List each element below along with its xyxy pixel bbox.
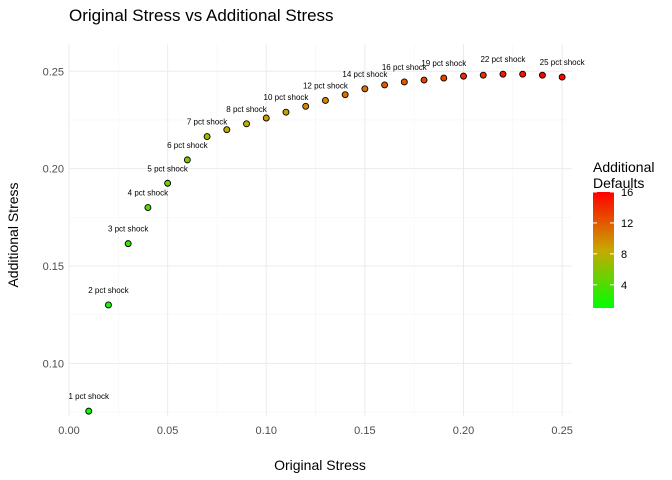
point-label: 5 pct shock [147,164,188,173]
data-point [361,85,369,93]
point-label: 19 pct shock [421,59,467,68]
x-tick-label: 0.15 [354,425,375,437]
legend-title-line-2: Defaults [593,175,644,191]
data-point [479,71,487,79]
x-tick-label: 0.10 [256,425,277,437]
x-tick-label: 0.00 [58,425,79,437]
y-tick-label: 0.20 [43,164,64,176]
data-point [381,81,389,89]
data-point [302,102,310,110]
data-point [420,76,428,84]
point-label: 25 pct shock [540,58,586,67]
x-axis-title: Original Stress [274,457,366,473]
data-point [105,301,112,309]
data-point [538,71,546,79]
y-tick-label: 0.25 [43,66,64,78]
y-axis-ticks: 0.10 0.15 0.20 0.25 [43,66,64,370]
y-tick-label: 0.10 [43,358,64,370]
data-point [85,407,93,415]
minor-gridlines [69,44,572,416]
x-tick-label: 0.25 [551,425,572,437]
point-label: 7 pct shock [187,118,228,127]
legend-title-line-1: Additional [593,159,655,175]
data-point [183,156,191,164]
x-tick-label: 0.05 [157,425,178,437]
point-label: 4 pct shock [128,189,169,198]
point-label: 3 pct shock [108,225,149,234]
data-point [243,120,250,128]
data-point [144,204,152,212]
point-label: 16 pct shock [382,63,428,72]
point-label: 12 pct shock [303,81,349,90]
data-point [341,91,349,99]
legend-tick-label: 4 [621,280,627,292]
legend-tick-label: 16 [621,187,633,199]
point-labels: 1 pct shock 2 pct shock 3 pct shock 4 pct s… [68,55,585,401]
data-point [203,133,211,140]
x-tick-label: 0.20 [453,425,474,437]
point-label: 1 pct shock [68,392,109,401]
data-point [321,97,329,104]
y-tick-label: 0.15 [43,261,64,273]
data-point [499,70,507,78]
legend-colorbar [593,192,614,308]
point-label: 8 pct shock [226,105,267,114]
color-legend: Additional Defaults 4 8 12 16 [593,159,655,308]
data-points [85,70,566,415]
data-point [400,78,408,86]
legend-tick-label: 8 [621,249,627,261]
point-label: 22 pct shock [480,55,526,64]
data-point [164,179,172,187]
y-axis-title: Additional Stress [5,182,21,287]
legend-tick-label: 12 [621,218,633,230]
data-point [282,108,290,116]
data-point [223,126,231,134]
point-label: 2 pct shock [88,286,129,295]
legend-ticks: 4 8 12 16 [593,187,633,292]
point-label: 10 pct shock [264,93,310,102]
chart-title: Original Stress vs Additional Stress [69,6,334,25]
point-label: 6 pct shock [167,141,208,150]
data-point [262,114,270,122]
data-point [124,240,132,248]
x-axis-ticks: 0.00 0.05 0.10 0.15 0.20 0.25 [58,425,573,437]
point-label: 14 pct shock [342,70,388,79]
data-point [558,73,566,81]
data-point [519,70,527,78]
major-gridlines [68,44,572,416]
data-point [460,72,467,80]
data-point [440,74,448,82]
